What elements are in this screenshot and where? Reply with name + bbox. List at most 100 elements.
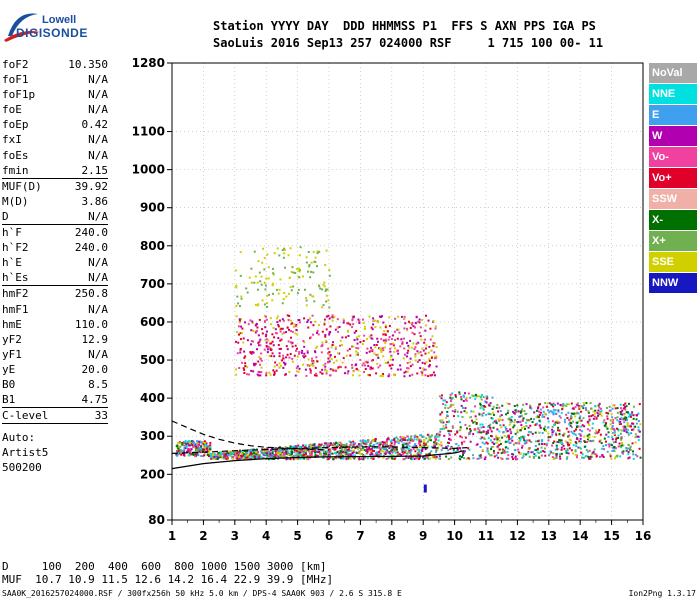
- data-point: [237, 456, 240, 459]
- data-point: [525, 403, 528, 406]
- data-point: [308, 452, 311, 455]
- data-point: [527, 433, 530, 436]
- data-point: [312, 271, 315, 274]
- data-point: [627, 443, 630, 446]
- data-point: [489, 426, 492, 429]
- data-point: [497, 418, 500, 421]
- y-tick-label: 1100: [132, 125, 165, 139]
- data-point: [461, 454, 464, 457]
- data-point: [236, 352, 239, 355]
- data-point: [463, 395, 466, 398]
- data-point: [435, 451, 438, 454]
- data-point: [460, 398, 463, 401]
- x-tick-label: 1: [168, 529, 176, 543]
- data-point: [276, 321, 279, 324]
- data-point: [401, 341, 404, 344]
- data-point: [366, 448, 369, 451]
- data-point: [622, 425, 625, 428]
- data-point: [504, 449, 507, 452]
- data-point: [616, 419, 619, 422]
- data-point: [368, 335, 371, 338]
- data-point: [445, 416, 448, 419]
- data-point: [316, 252, 319, 255]
- data-point: [281, 332, 284, 335]
- data-point: [352, 449, 355, 452]
- auto-line1: Auto:: [2, 431, 36, 445]
- data-point: [297, 352, 300, 355]
- data-point: [588, 436, 591, 439]
- data-point: [356, 447, 359, 450]
- data-point: [392, 358, 395, 361]
- data-point: [369, 453, 372, 456]
- data-point: [560, 439, 563, 442]
- data-point: [547, 436, 550, 439]
- data-point: [275, 369, 278, 372]
- data-point: [394, 347, 397, 350]
- data-point: [555, 454, 558, 457]
- data-point: [263, 320, 266, 323]
- data-point: [551, 456, 554, 459]
- data-point: [313, 300, 316, 303]
- data-point: [554, 409, 557, 412]
- data-point: [408, 374, 411, 377]
- data-point: [393, 438, 396, 441]
- data-point: [384, 338, 387, 341]
- data-point: [297, 370, 300, 373]
- data-point: [497, 410, 500, 413]
- data-point: [461, 436, 464, 439]
- data-point: [594, 409, 597, 412]
- data-point: [273, 371, 276, 374]
- data-point: [323, 281, 326, 284]
- data-point: [527, 452, 530, 455]
- data-point: [360, 447, 363, 450]
- data-point: [457, 415, 460, 418]
- data-point: [539, 411, 542, 414]
- data-point: [336, 443, 339, 446]
- data-point: [365, 449, 368, 452]
- data-point: [370, 366, 373, 369]
- data-point: [397, 352, 400, 355]
- data-point: [408, 321, 411, 324]
- data-point: [351, 345, 354, 348]
- data-point: [525, 424, 528, 427]
- data-point: [452, 448, 455, 451]
- data-point: [241, 361, 244, 364]
- data-point: [522, 455, 525, 458]
- data-point: [625, 447, 628, 450]
- data-point: [271, 453, 274, 456]
- data-point: [522, 403, 525, 406]
- data-point: [246, 456, 249, 459]
- data-point: [195, 450, 198, 453]
- data-point: [325, 328, 328, 331]
- data-point: [591, 414, 594, 417]
- data-point: [384, 326, 387, 329]
- data-point: [346, 322, 349, 325]
- data-point: [355, 330, 358, 333]
- footer-d-row: D 100 200 400 600 800 1000 1500 3000 [km…: [2, 560, 327, 573]
- data-point: [191, 453, 194, 456]
- data-point: [416, 372, 419, 375]
- data-point: [282, 357, 285, 360]
- data-point: [636, 435, 639, 438]
- data-point: [289, 353, 292, 356]
- data-point: [377, 453, 380, 456]
- data-point: [263, 314, 266, 317]
- data-point: [586, 420, 589, 423]
- data-point: [463, 450, 466, 453]
- param-value: 10.350: [68, 58, 108, 71]
- data-point: [194, 445, 197, 448]
- data-point: [538, 456, 541, 459]
- data-point: [256, 453, 259, 456]
- data-point: [355, 367, 358, 370]
- data-point: [293, 445, 296, 448]
- data-point: [370, 326, 373, 329]
- data-point: [454, 408, 457, 411]
- data-point: [262, 454, 265, 457]
- data-point: [291, 341, 294, 344]
- data-point: [623, 421, 626, 424]
- data-point: [297, 288, 300, 291]
- data-point: [556, 448, 559, 451]
- data-point: [320, 443, 323, 446]
- data-point: [252, 362, 255, 365]
- data-point: [263, 281, 266, 284]
